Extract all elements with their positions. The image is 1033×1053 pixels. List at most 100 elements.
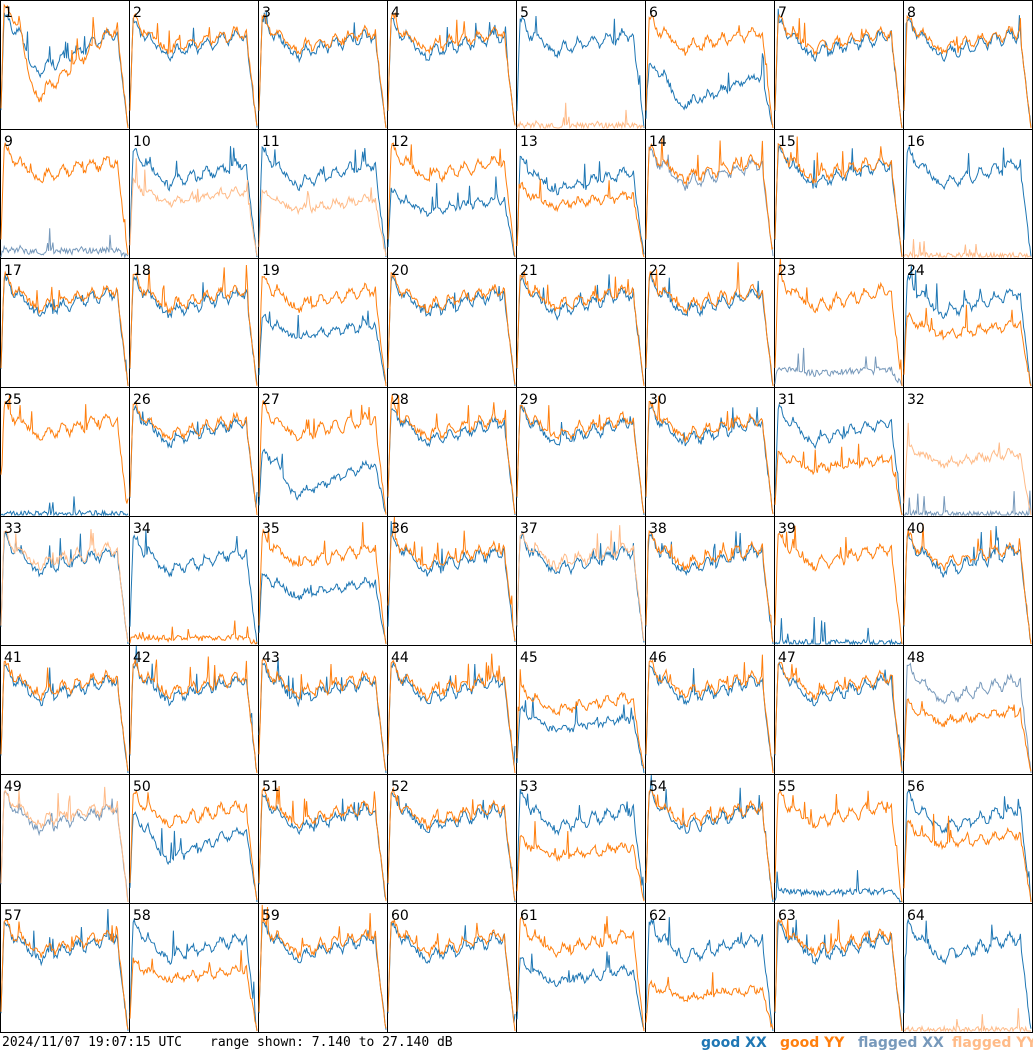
series-line-xx	[774, 145, 903, 258]
spectrum-panel: 61	[516, 903, 646, 1033]
series-line-xx	[129, 275, 258, 385]
series-line-yy	[645, 529, 774, 643]
spectrum-panel: 3	[258, 0, 388, 130]
series-line-yy	[645, 262, 774, 387]
series-line-yy	[129, 158, 258, 256]
series-line-yy	[516, 178, 645, 258]
series-line-yy	[516, 271, 645, 386]
panel-label: 56	[907, 779, 925, 795]
panel-label: 18	[133, 263, 151, 279]
panel-frame	[258, 903, 388, 1033]
series-line-yy	[258, 904, 387, 1029]
panel-label: 38	[649, 521, 667, 537]
panel-frame	[516, 387, 646, 517]
panel-label: 52	[391, 779, 409, 795]
series-line-xx	[387, 17, 516, 125]
spectrum-panel: 16	[903, 129, 1033, 259]
panel-label: 7	[778, 5, 787, 21]
series-line-yy	[387, 786, 516, 901]
spectrum-panel: 48	[903, 645, 1033, 775]
panel-label: 8	[907, 5, 916, 21]
panel-label: 20	[391, 263, 409, 279]
panel-label: 64	[907, 908, 925, 924]
spectrum-panel: 12	[387, 129, 517, 259]
panel-frame	[774, 645, 904, 775]
series-line-yy	[387, 272, 516, 385]
series-line-yy	[516, 404, 645, 514]
series-line-yy	[645, 789, 774, 900]
spectrum-panel: 18	[129, 258, 259, 388]
series-line-xx	[516, 531, 645, 643]
spectrum-panel: 24	[903, 258, 1033, 388]
panel-frame	[774, 0, 904, 130]
panel-frame	[0, 258, 130, 388]
panel-frame	[645, 516, 775, 646]
series-line-xx	[0, 228, 129, 259]
spectrum-panel: 38	[645, 516, 775, 646]
series-line-xx	[645, 664, 774, 771]
panel-label: 46	[649, 650, 667, 666]
series-line-xx	[129, 811, 258, 903]
panel-label: 21	[520, 263, 538, 279]
panel-frame	[129, 645, 259, 775]
spectrum-panel: 39	[774, 516, 904, 646]
spectrum-panel: 40	[903, 516, 1033, 646]
spectrum-panel: 62	[645, 903, 775, 1033]
panel-frame	[516, 258, 646, 388]
spectrum-panel: 52	[387, 774, 517, 904]
panel-frame	[387, 903, 517, 1033]
panel-label: 51	[262, 779, 280, 795]
series-line-xx	[516, 15, 645, 129]
timestamp: 2024/11/07 19:07:15 UTC	[2, 1035, 183, 1050]
series-line-xx	[516, 274, 645, 385]
spectrum-panel: 6	[645, 0, 775, 130]
spectrum-panel: 51	[258, 774, 388, 904]
panel-label: 24	[907, 263, 925, 279]
spectrum-panel: 43	[258, 645, 388, 775]
series-line-yy	[516, 102, 645, 130]
series-line-yy	[258, 400, 387, 515]
spectrum-panel: 46	[645, 645, 775, 775]
series-line-yy	[645, 654, 774, 774]
series-line-xx	[903, 662, 1032, 774]
panel-label: 1	[4, 5, 13, 21]
panel-label: 11	[262, 134, 280, 150]
series-line-yy	[0, 786, 129, 903]
spectrum-panel: 5	[516, 0, 646, 130]
series-line-yy	[774, 917, 903, 1032]
series-line-xx	[129, 530, 258, 645]
series-line-yy	[129, 12, 258, 126]
panel-frame	[516, 774, 646, 904]
series-line-yy	[129, 401, 258, 516]
panel-frame	[258, 129, 388, 259]
panel-label: 42	[133, 650, 151, 666]
series-line-xx	[129, 645, 258, 772]
spectrum-panel: 53	[516, 774, 646, 904]
series-line-xx	[516, 403, 645, 516]
panel-frame	[129, 387, 259, 517]
spectrum-panel: 7	[774, 0, 904, 130]
series-line-yy	[0, 270, 129, 387]
panel-frame	[258, 0, 388, 130]
spectrum-panel: 1	[0, 0, 130, 130]
spectrum-panel: 35	[258, 516, 388, 646]
panel-frame	[258, 645, 388, 775]
spectrum-panel: 13	[516, 129, 646, 259]
spectrum-panel: 4	[387, 0, 517, 130]
series-line-xx	[774, 661, 903, 774]
spectrum-panel: 8	[903, 0, 1033, 130]
series-line-yy	[0, 529, 129, 643]
series-line-xx	[258, 10, 387, 129]
panel-frame	[903, 774, 1033, 904]
series-line-yy	[387, 918, 516, 1032]
panel-frame	[387, 774, 517, 904]
spectrum-panel: 29	[516, 387, 646, 517]
panel-label: 10	[133, 134, 151, 150]
series-line-yy	[903, 14, 1032, 129]
series-line-yy	[903, 304, 1032, 387]
spectrum-panel: 26	[129, 387, 259, 517]
panel-frame	[645, 258, 775, 388]
panel-frame	[516, 903, 646, 1033]
series-line-xx	[387, 920, 516, 1023]
